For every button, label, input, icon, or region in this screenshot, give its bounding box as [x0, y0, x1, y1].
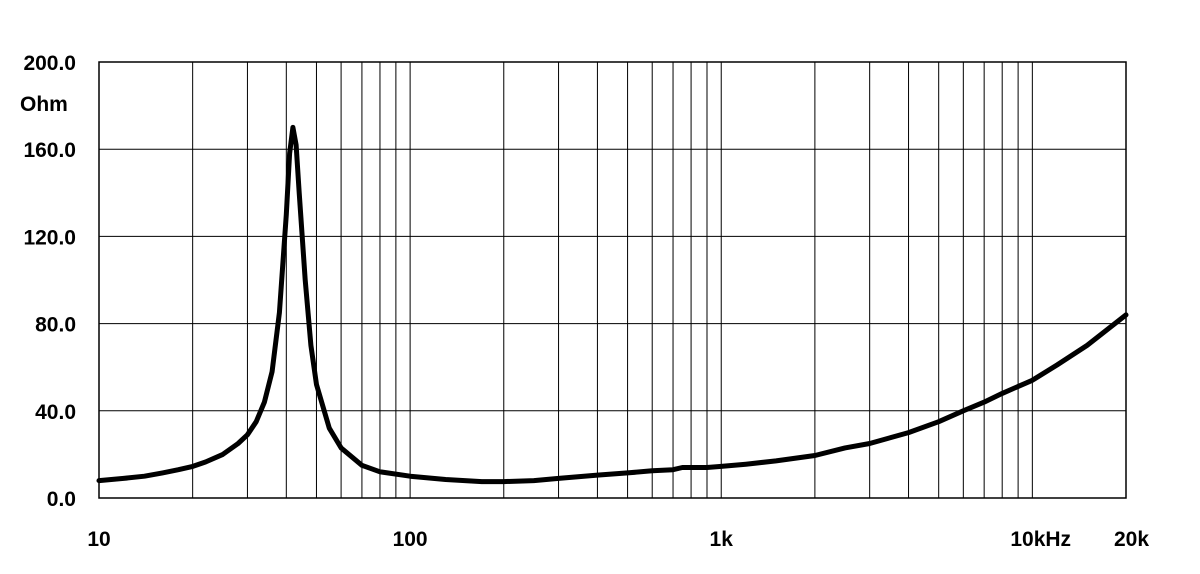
- y-tick-label: 80.0: [35, 314, 76, 337]
- y-axis-unit-label: Ohm: [20, 93, 68, 116]
- x-tick-label: 10kHz: [1010, 528, 1071, 551]
- grid: [99, 61, 1127, 499]
- y-tick-label: 200.0: [23, 52, 76, 75]
- x-tick-label: 20k: [1114, 528, 1149, 551]
- y-tick-label: 160.0: [23, 139, 76, 162]
- y-axis-tick-labels: 0.0 40.0 80.0 120.0 160.0 200.0: [23, 52, 76, 511]
- x-tick-label: 10: [87, 528, 110, 551]
- y-tick-label: 40.0: [35, 401, 76, 424]
- x-axis-tick-labels: 10 100 1k 10kHz 20k: [87, 528, 1149, 551]
- x-tick-label: 100: [393, 528, 428, 551]
- y-tick-label: 0.0: [47, 488, 76, 511]
- plot-frame: [98, 61, 1127, 499]
- impedance-curve: [96, 124, 1129, 485]
- x-tick-label: 1k: [710, 528, 734, 551]
- y-tick-label: 120.0: [23, 226, 76, 249]
